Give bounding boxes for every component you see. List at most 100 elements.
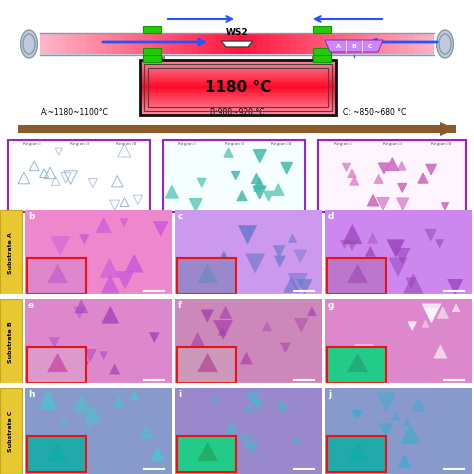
Bar — [140, 103, 336, 105]
Bar — [163, 140, 305, 212]
Polygon shape — [355, 345, 374, 363]
Ellipse shape — [439, 34, 451, 54]
Polygon shape — [447, 279, 463, 294]
Bar — [388, 34, 395, 54]
Bar — [250, 34, 257, 54]
Polygon shape — [109, 364, 120, 374]
Ellipse shape — [437, 30, 454, 58]
Polygon shape — [342, 163, 350, 171]
Bar — [25, 299, 172, 385]
Polygon shape — [149, 332, 159, 343]
Polygon shape — [48, 443, 67, 461]
Bar — [140, 76, 336, 78]
Bar — [382, 34, 389, 54]
Bar — [140, 95, 336, 97]
Bar — [140, 97, 336, 99]
Bar — [132, 34, 139, 54]
Polygon shape — [348, 169, 356, 177]
Bar — [125, 34, 132, 54]
Polygon shape — [48, 434, 59, 445]
Text: A: A — [336, 44, 340, 48]
Polygon shape — [411, 398, 425, 412]
Bar — [230, 34, 237, 54]
Bar — [375, 34, 382, 54]
Bar — [177, 347, 236, 383]
Bar — [92, 34, 100, 54]
Text: d: d — [328, 212, 334, 221]
Bar — [362, 34, 369, 54]
Bar — [25, 388, 172, 474]
Polygon shape — [189, 199, 202, 211]
Bar — [158, 34, 165, 54]
Bar — [325, 210, 472, 296]
Bar — [309, 34, 316, 54]
Polygon shape — [83, 404, 101, 422]
Polygon shape — [130, 392, 138, 400]
Polygon shape — [377, 198, 389, 210]
Polygon shape — [216, 251, 232, 267]
Polygon shape — [51, 236, 70, 255]
Bar — [191, 34, 198, 54]
Bar — [283, 34, 290, 54]
Polygon shape — [422, 320, 429, 328]
Polygon shape — [353, 270, 363, 280]
Bar — [86, 34, 93, 54]
Polygon shape — [74, 362, 89, 376]
Bar — [342, 34, 349, 54]
Polygon shape — [165, 185, 178, 198]
Polygon shape — [49, 337, 60, 348]
Polygon shape — [418, 173, 428, 183]
Bar — [140, 105, 336, 107]
Bar — [263, 34, 270, 54]
Bar — [394, 34, 401, 54]
Bar — [355, 34, 362, 54]
Polygon shape — [342, 267, 353, 278]
Polygon shape — [198, 354, 218, 372]
Bar — [99, 34, 106, 54]
Text: Region III: Region III — [431, 142, 451, 146]
Bar — [211, 34, 218, 54]
Polygon shape — [73, 257, 82, 265]
Bar — [257, 34, 264, 54]
Polygon shape — [38, 391, 58, 410]
Polygon shape — [441, 203, 448, 210]
Polygon shape — [46, 361, 57, 373]
Text: g: g — [328, 301, 334, 310]
Polygon shape — [437, 307, 449, 319]
Polygon shape — [246, 254, 264, 273]
Polygon shape — [211, 397, 220, 406]
Bar — [165, 34, 172, 54]
Text: Substrate A: Substrate A — [9, 232, 13, 274]
Polygon shape — [283, 277, 300, 292]
Bar — [0, 299, 22, 385]
Bar — [140, 74, 336, 76]
Polygon shape — [191, 333, 204, 346]
Bar — [313, 48, 331, 55]
Polygon shape — [436, 239, 444, 248]
Bar — [140, 84, 336, 86]
Text: Region III: Region III — [116, 142, 136, 146]
Text: C: C — [368, 44, 372, 48]
Polygon shape — [281, 343, 291, 353]
Polygon shape — [73, 395, 91, 412]
Bar — [177, 436, 236, 472]
Bar — [140, 66, 336, 68]
Polygon shape — [398, 183, 407, 192]
Polygon shape — [238, 225, 257, 244]
Polygon shape — [74, 307, 85, 319]
Bar — [401, 34, 408, 54]
Bar — [428, 34, 435, 54]
Polygon shape — [74, 300, 88, 313]
Bar — [140, 100, 336, 101]
Bar — [140, 98, 336, 100]
Bar — [27, 347, 86, 383]
Polygon shape — [274, 256, 285, 267]
Text: j: j — [328, 390, 331, 399]
Text: C: ~850~680 °C: C: ~850~680 °C — [343, 108, 407, 117]
Bar — [140, 92, 336, 94]
Polygon shape — [224, 148, 233, 157]
Polygon shape — [379, 424, 393, 438]
Bar — [140, 94, 336, 96]
Polygon shape — [434, 345, 447, 358]
Bar — [296, 34, 303, 54]
